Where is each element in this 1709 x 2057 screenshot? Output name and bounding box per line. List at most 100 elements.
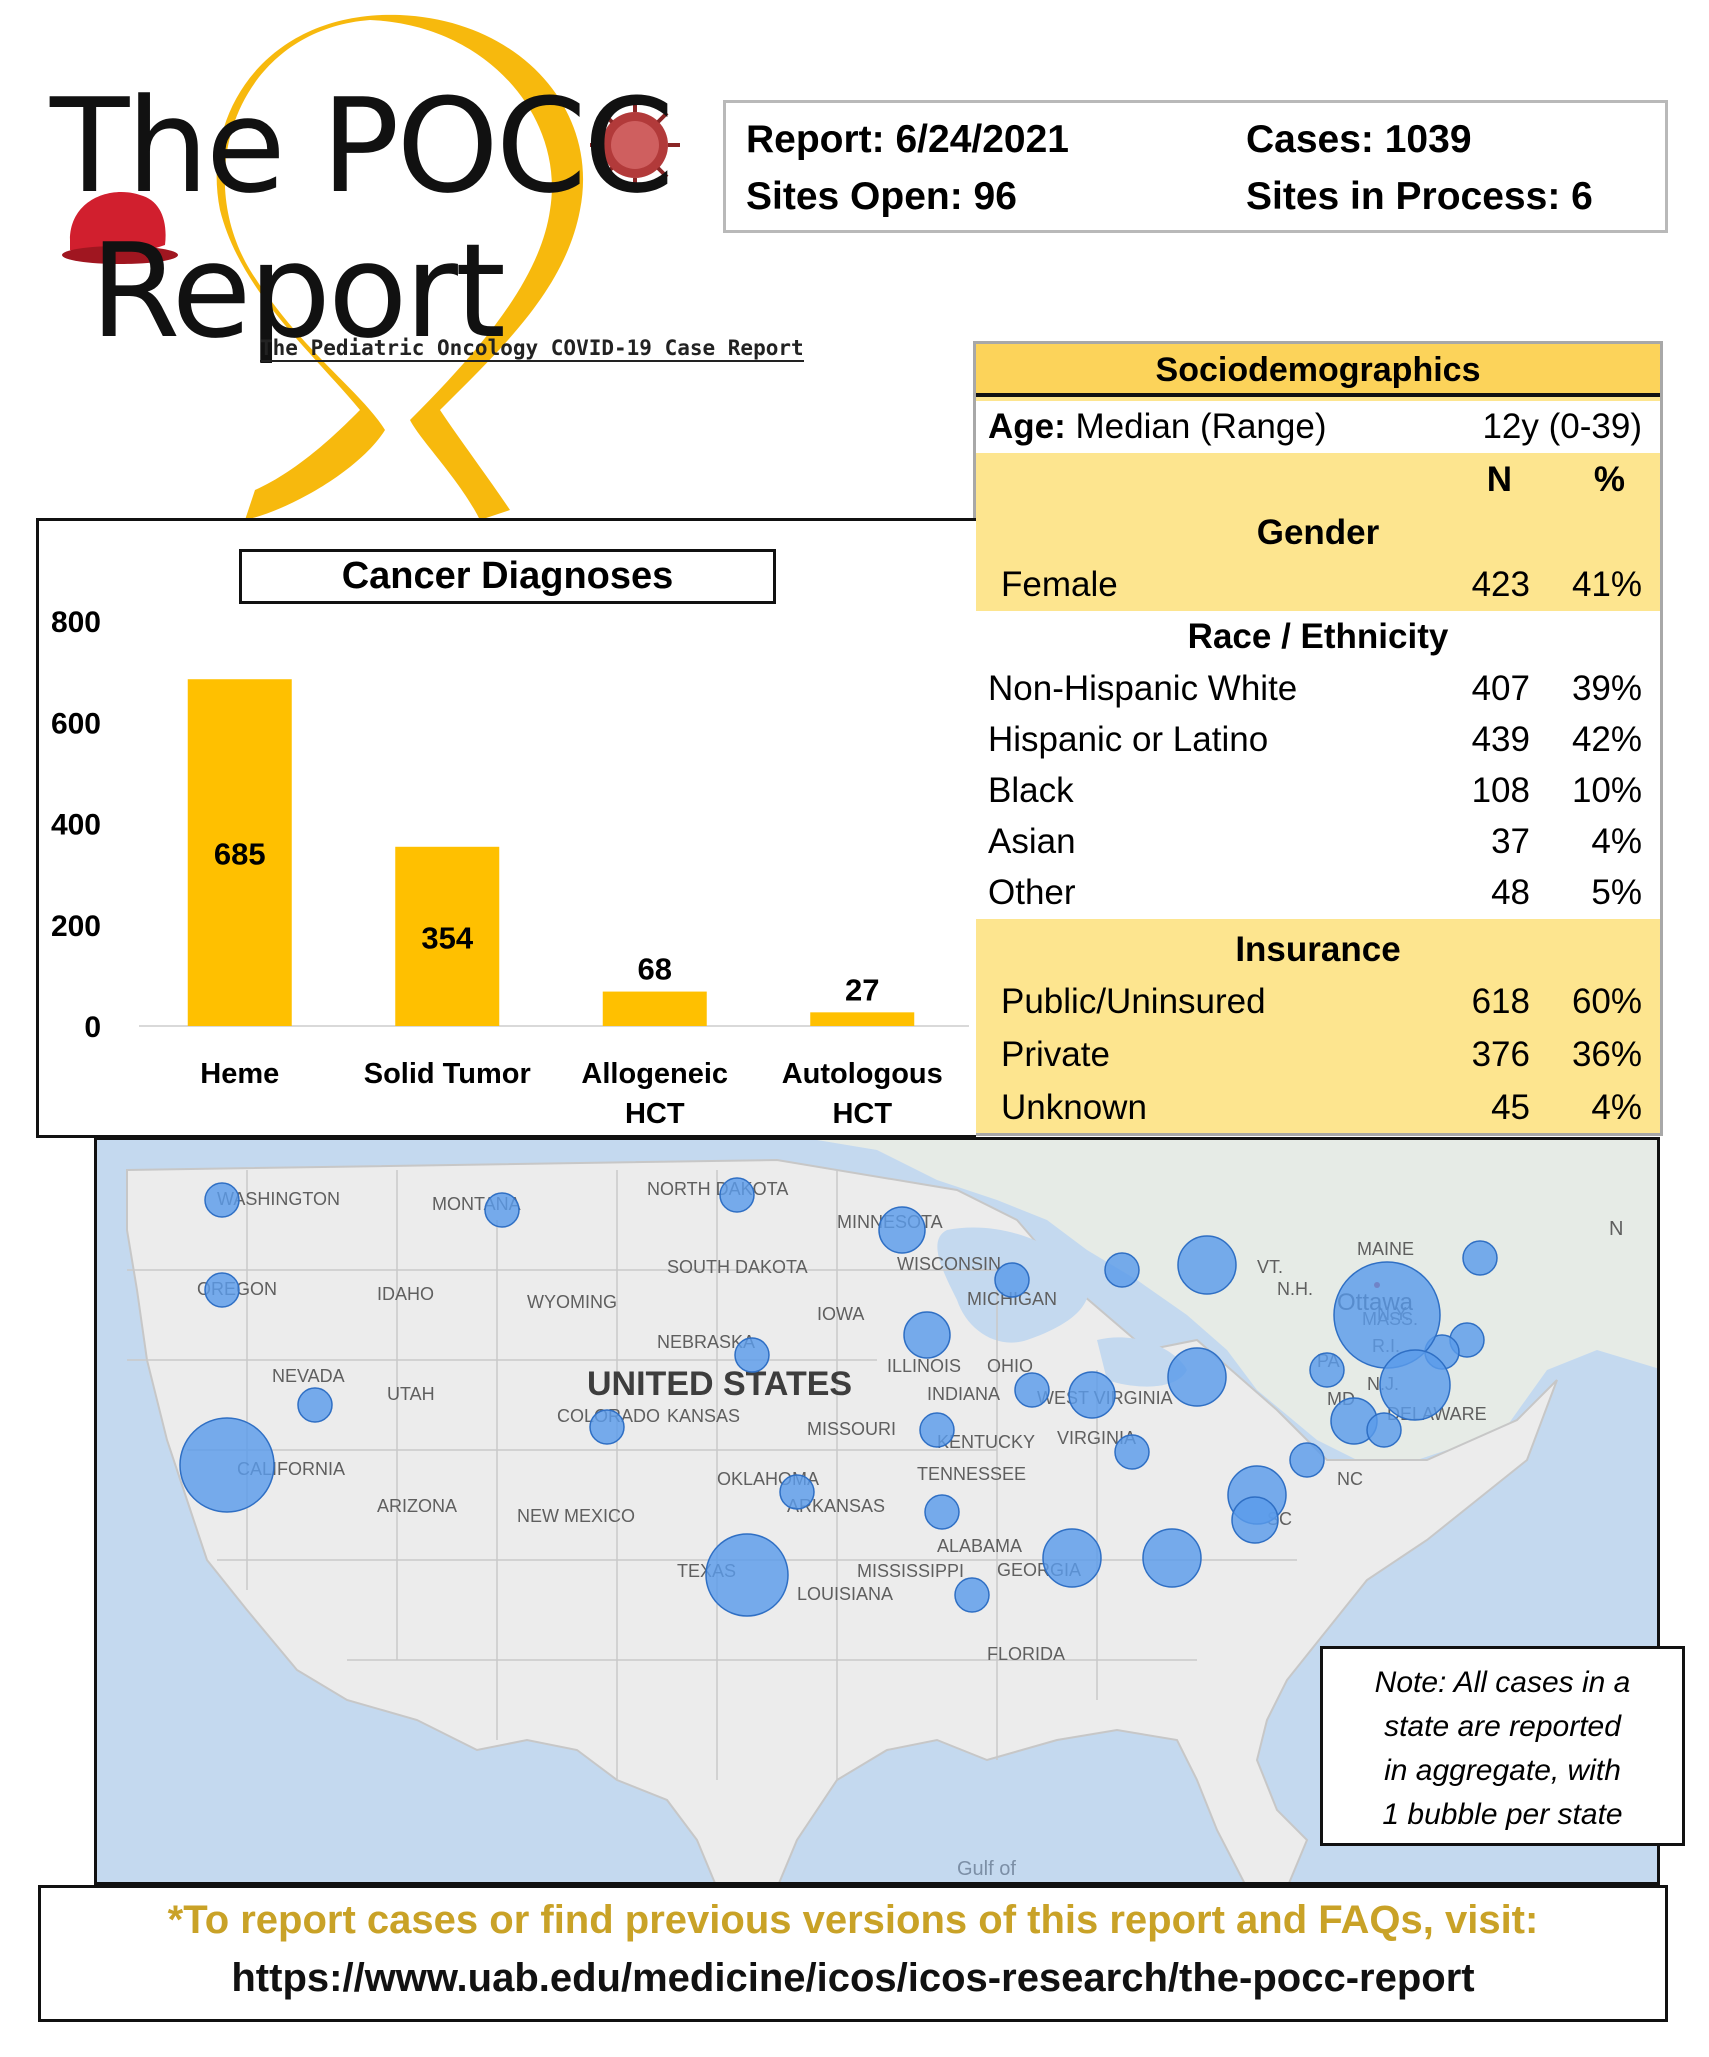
state-label: INDIANA: [927, 1384, 1000, 1404]
state-bubble[interactable]: [719, 1177, 755, 1213]
sociodemographics-title: Sociodemographics: [976, 344, 1660, 397]
state-bubble[interactable]: [1104, 1252, 1140, 1288]
bar: [187, 679, 292, 1026]
state-label: KANSAS: [667, 1406, 740, 1426]
state-bubble[interactable]: [204, 1182, 240, 1218]
row-n: 376: [1471, 1035, 1530, 1074]
row-n: 439: [1471, 720, 1530, 759]
report-date: Report: 6/24/2021: [746, 118, 1069, 161]
state-bubble[interactable]: [1068, 1371, 1116, 1419]
state-label: MISSISSIPPI: [857, 1561, 964, 1581]
logo-title-line-1: The POCC: [50, 70, 674, 222]
state-bubble[interactable]: [919, 1412, 955, 1448]
state-label: ALABAMA: [937, 1536, 1022, 1556]
gender-header: Gender: [1256, 513, 1380, 552]
y-tick-label: 0: [84, 1011, 101, 1044]
row-n: 423: [1471, 565, 1530, 604]
bar: [602, 991, 707, 1026]
state-label: VT.: [1257, 1257, 1283, 1277]
state-label: NC: [1337, 1469, 1363, 1489]
row-label: Hispanic or Latino: [988, 720, 1269, 759]
state-label: MICHIGAN: [967, 1289, 1057, 1309]
state-bubble[interactable]: [1309, 1352, 1345, 1388]
table-row: Unknown 45 4%: [976, 1082, 1660, 1134]
state-label: ILLINOIS: [887, 1356, 961, 1376]
table-row: Black 108 10%: [976, 765, 1660, 817]
state-label: NEVADA: [272, 1366, 345, 1386]
state-bubble[interactable]: [1014, 1372, 1050, 1408]
row-pct: 10%: [1571, 771, 1642, 810]
report-summary-box: Report: 6/24/2021 Sites Open: 96 Cases: …: [723, 100, 1668, 233]
state-bubble[interactable]: [1289, 1442, 1325, 1478]
gulf-label: Gulf of: [957, 1858, 1016, 1880]
bar-value-label: 27: [845, 972, 879, 1007]
state-label: WISCONSIN: [897, 1254, 1001, 1274]
state-bubble[interactable]: [1231, 1496, 1279, 1544]
state-bubble[interactable]: [1177, 1235, 1237, 1295]
state-bubble[interactable]: [779, 1474, 815, 1510]
state-bubble[interactable]: [954, 1577, 990, 1613]
insurance-header: Insurance: [1235, 930, 1401, 969]
chart-title: Cancer Diagnoses: [239, 549, 776, 604]
virus-icon: [590, 100, 680, 190]
y-tick-label: 200: [51, 910, 101, 943]
state-bubble[interactable]: [179, 1417, 275, 1513]
state-bubble[interactable]: [297, 1387, 333, 1423]
row-pct: 60%: [1571, 982, 1642, 1021]
table-row: Other 48 5%: [976, 867, 1660, 919]
row-pct: 4%: [1591, 822, 1642, 861]
table-row: Female 423 41%: [976, 559, 1660, 611]
table-row: Public/Uninsured 618 60%: [976, 976, 1660, 1028]
logo-subtitle: The Pediatric Oncology COVID-19 Case Rep…: [260, 336, 804, 362]
state-bubble[interactable]: [484, 1192, 520, 1228]
state-bubble[interactable]: [204, 1272, 240, 1308]
race-header: Race / Ethnicity: [1187, 617, 1449, 656]
state-bubble[interactable]: [1142, 1528, 1202, 1588]
age-description: Median (Range): [1065, 407, 1327, 446]
state-bubble[interactable]: [1462, 1240, 1498, 1276]
age-row: Age: Median (Range) 12y (0-39): [976, 401, 1660, 453]
row-pct: 41%: [1571, 565, 1642, 604]
state-bubble[interactable]: [589, 1409, 625, 1445]
report-link[interactable]: https://www.uab.edu/medicine/icos/icos-r…: [231, 1956, 1475, 2000]
state-bubble[interactable]: [1042, 1528, 1102, 1588]
row-label: Private: [1001, 1035, 1110, 1074]
footer-box: *To report cases or find previous versio…: [38, 1885, 1668, 2022]
state-bubble[interactable]: [1114, 1434, 1150, 1470]
row-pct: 39%: [1571, 669, 1642, 708]
category-label: Autologous: [782, 1058, 943, 1090]
map-note-line: state are reported: [1384, 1710, 1621, 1743]
category-label: HCT: [832, 1098, 892, 1130]
state-label: FLORIDA: [987, 1644, 1065, 1664]
state-bubble[interactable]: [903, 1311, 951, 1359]
column-pct-header: %: [1593, 460, 1625, 499]
state-bubble[interactable]: [994, 1262, 1030, 1298]
row-pct: 4%: [1591, 1088, 1642, 1127]
state-label: NEW MEXICO: [517, 1506, 635, 1526]
sites-open: Sites Open: 96: [746, 175, 1017, 218]
state-bubble[interactable]: [924, 1494, 960, 1530]
state-bubble[interactable]: [1379, 1349, 1451, 1421]
state-bubble[interactable]: [1366, 1412, 1402, 1448]
edge-label: N: [1609, 1218, 1623, 1240]
state-label: IOWA: [817, 1304, 864, 1324]
state-bubble[interactable]: [734, 1337, 770, 1373]
row-n: 48: [1491, 873, 1530, 912]
state-bubble[interactable]: [1167, 1347, 1227, 1407]
row-pct: 42%: [1571, 720, 1642, 759]
state-label: KENTUCKY: [937, 1432, 1035, 1452]
bar-value-label: 68: [638, 952, 672, 987]
state-bubble[interactable]: [878, 1206, 926, 1254]
y-tick-label: 600: [51, 707, 101, 740]
row-n: 407: [1471, 669, 1530, 708]
map-note: Note: All cases in a state are reported …: [1320, 1646, 1685, 1846]
row-n: 108: [1471, 771, 1530, 810]
state-label: OHIO: [987, 1356, 1033, 1376]
state-label: ARIZONA: [377, 1496, 457, 1516]
state-label: MISSOURI: [807, 1419, 896, 1439]
state-label: MAINE: [1357, 1239, 1414, 1259]
map-note-line: Note: All cases in a: [1374, 1666, 1631, 1699]
state-bubble[interactable]: [705, 1533, 789, 1617]
